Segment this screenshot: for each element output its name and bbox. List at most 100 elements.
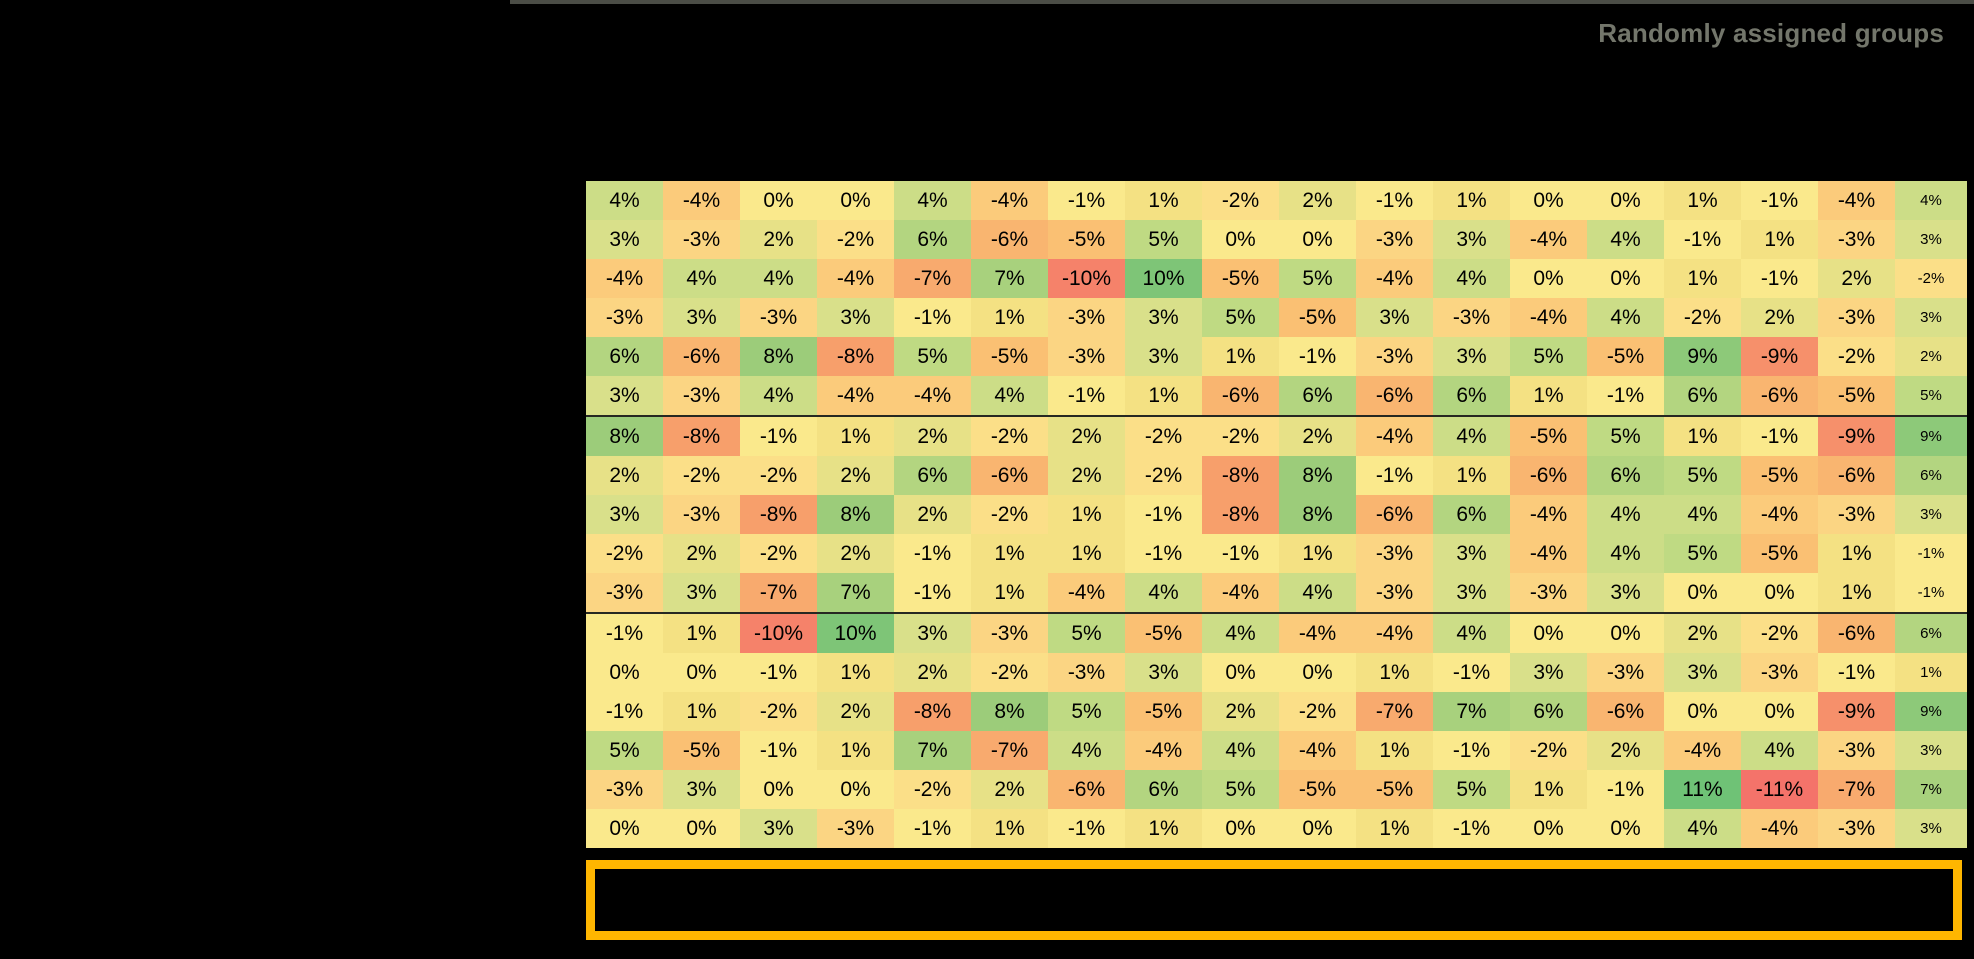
heatmap-row: -3% 3% -7% 7% -1% 1% -4% 4% -4% 4% -3% 3% -3% 3% 0% 0% 1…: [586, 573, 1967, 614]
heatmap-cell: -4%: [1356, 612, 1433, 653]
heatmap-cell: 3%: [1356, 298, 1433, 337]
heatmap-cell: -6%: [1818, 612, 1895, 653]
heatmap-cell: 3%: [586, 495, 663, 534]
heatmap-cell: -7%: [1818, 770, 1895, 809]
heatmap-cell: -5%: [971, 337, 1048, 376]
heatmap-cell: -2%: [1202, 415, 1279, 456]
heatmap-cell: -1%: [1818, 653, 1895, 692]
heatmap-cell: 2%: [1279, 415, 1356, 456]
heatmap-cell: -5%: [1741, 456, 1818, 495]
heatmap-cell: -1%: [586, 612, 663, 653]
heatmap-cell: 3%: [740, 809, 817, 848]
heatmap-cell: -4%: [817, 259, 894, 298]
heatmap-cell: -3%: [971, 612, 1048, 653]
heatmap-cell: -2%: [1510, 731, 1587, 770]
heatmap-cell: 2%: [817, 456, 894, 495]
heatmap-cell: 5%: [1202, 298, 1279, 337]
heatmap-cell: 3%: [586, 220, 663, 259]
heatmap-cell: 6%: [1895, 612, 1967, 653]
heatmap-cell: 1%: [1510, 376, 1587, 417]
heatmap-cell: 1%: [663, 692, 740, 731]
heatmap-cell: 2%: [1279, 181, 1356, 220]
heatmap-cell: -3%: [586, 573, 663, 614]
heatmap-cell: 9%: [1895, 415, 1967, 456]
heatmap-cell: 6%: [1125, 770, 1202, 809]
heatmap-cell: 1%: [971, 809, 1048, 848]
heatmap-cell: 3%: [586, 376, 663, 417]
heatmap-cell: -5%: [1202, 259, 1279, 298]
heatmap-cell: -9%: [1741, 337, 1818, 376]
heatmap-cell: 1%: [971, 534, 1048, 573]
heatmap-cell: 4%: [1587, 220, 1664, 259]
heatmap-cell: 1%: [1433, 456, 1510, 495]
heatmap-cell: -3%: [1587, 653, 1664, 692]
heatmap-cell: 0%: [586, 653, 663, 692]
heatmap-cell: 1%: [1664, 181, 1741, 220]
heatmap-cell: 1%: [1433, 181, 1510, 220]
heatmap-cell: 7%: [894, 731, 971, 770]
heatmap-cell: 1%: [1125, 376, 1202, 417]
heatmap-cell: -2%: [586, 534, 663, 573]
heatmap-cell: 1%: [1510, 770, 1587, 809]
heatmap-cell: 3%: [663, 298, 740, 337]
heatmap-cell: -6%: [1356, 495, 1433, 534]
heatmap-row: -1% 1% -10% 10% 3% -3% 5% -5% 4% -4% -4% 4% 0% 0% 2% -2…: [586, 612, 1967, 653]
heatmap-cell: 0%: [817, 770, 894, 809]
heatmap-cell: 4%: [1587, 495, 1664, 534]
heatmap-cell: 8%: [817, 495, 894, 534]
heatmap-container: 4% -4% 0% 0% 4% -4% -1% 1% -2% 2% -1% 1% 0% 0% 1% -1% -4…: [586, 181, 1967, 848]
heatmap-cell: 4%: [1664, 809, 1741, 848]
heatmap-cell: -1%: [1048, 376, 1125, 417]
heatmap-cell: 4%: [1741, 731, 1818, 770]
heatmap-cell: -6%: [971, 220, 1048, 259]
heatmap-cell: 9%: [1895, 692, 1967, 731]
heatmap-cell: -2%: [1664, 298, 1741, 337]
heatmap-cell: 3%: [1125, 653, 1202, 692]
heatmap-cell: -5%: [1356, 770, 1433, 809]
heatmap-cell: 4%: [740, 376, 817, 417]
heatmap-cell: -4%: [1125, 731, 1202, 770]
heatmap-cell: 2%: [1664, 612, 1741, 653]
heatmap-cell: 0%: [1664, 692, 1741, 731]
heatmap-cell: 0%: [586, 809, 663, 848]
heatmap-cell: 7%: [1433, 692, 1510, 731]
heatmap-cell: 2%: [1895, 337, 1967, 376]
heatmap-cell: -2%: [817, 220, 894, 259]
heatmap-cell: -1%: [1741, 259, 1818, 298]
heatmap-cell: 5%: [1279, 259, 1356, 298]
heatmap-cell: -7%: [740, 573, 817, 614]
heatmap-cell: -3%: [1818, 809, 1895, 848]
heatmap-row: -1% 1% -2% 2% -8% 8% 5% -5% 2% -2% -7% 7% 6% -6% 0% 0% -…: [586, 692, 1967, 731]
heatmap-cell: -5%: [1587, 337, 1664, 376]
heatmap-cell: -2%: [971, 653, 1048, 692]
heatmap-cell: -2%: [1279, 692, 1356, 731]
heatmap-cell: -9%: [1818, 692, 1895, 731]
heatmap-cell: 3%: [1895, 495, 1967, 534]
heatmap-cell: 4%: [1433, 259, 1510, 298]
heatmap-cell: -3%: [663, 220, 740, 259]
heatmap-row: -4% 4% 4% -4% -7% 7% -10% 10% -5% 5% -4% 4% 0% 0% 1% -1…: [586, 259, 1967, 298]
heatmap-cell: 2%: [894, 415, 971, 456]
heatmap-cell: 0%: [740, 181, 817, 220]
heatmap-cell: 2%: [1741, 298, 1818, 337]
heatmap-cell: -1%: [740, 653, 817, 692]
heatmap-cell: 1%: [817, 653, 894, 692]
heatmap-cell: -6%: [1818, 456, 1895, 495]
heatmap-row: -3% 3% 0% 0% -2% 2% -6% 6% 5% -5% -5% 5% 1% -1% 11% -11…: [586, 770, 1967, 809]
heatmap-cell: 5%: [1895, 376, 1967, 417]
heatmap-cell: -6%: [1048, 770, 1125, 809]
heatmap-cell: 1%: [971, 298, 1048, 337]
heatmap-cell: -6%: [1202, 376, 1279, 417]
heatmap-cell: 9%: [1664, 337, 1741, 376]
heatmap-cell: -6%: [1587, 692, 1664, 731]
heatmap-cell: 1%: [1818, 573, 1895, 614]
callout-box[interactable]: [586, 860, 1962, 940]
heatmap-cell: 0%: [1279, 809, 1356, 848]
heatmap-cell: -4%: [1818, 181, 1895, 220]
heatmap-cell: 2%: [1818, 259, 1895, 298]
heatmap-cell: -3%: [586, 770, 663, 809]
heatmap-cell: 2%: [817, 692, 894, 731]
heatmap-cell: 4%: [894, 181, 971, 220]
heatmap-cell: 0%: [740, 770, 817, 809]
heatmap-cell: 0%: [1510, 181, 1587, 220]
